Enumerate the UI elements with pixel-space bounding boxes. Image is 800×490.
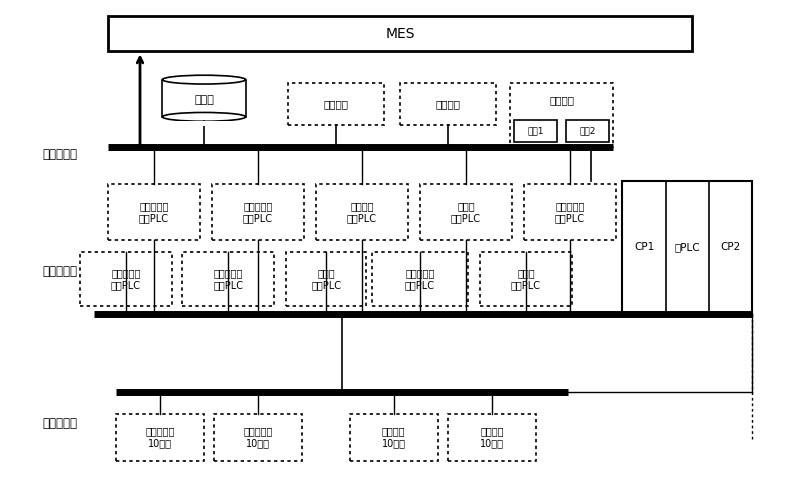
Bar xyxy=(524,184,616,240)
Text: 甘柚子
系统PLC: 甘柚子 系统PLC xyxy=(451,201,481,223)
Bar xyxy=(80,252,172,306)
Bar xyxy=(116,414,204,461)
Bar xyxy=(212,184,304,240)
Text: 嘴丝机子
系统PLC: 嘴丝机子 系统PLC xyxy=(347,201,377,223)
Text: 中控系统: 中控系统 xyxy=(549,95,574,105)
Bar xyxy=(350,414,438,461)
Bar xyxy=(182,252,274,306)
Bar xyxy=(108,184,200,240)
Bar xyxy=(480,252,572,306)
Text: 管理信息层: 管理信息层 xyxy=(42,148,78,161)
Text: 主PLC: 主PLC xyxy=(674,243,700,252)
Bar xyxy=(400,83,496,125)
Bar xyxy=(162,79,246,117)
Text: MES: MES xyxy=(386,27,414,41)
Bar xyxy=(622,181,752,314)
Ellipse shape xyxy=(162,75,246,84)
Text: 裹封烟机子
系统PLC: 裹封烟机子 系统PLC xyxy=(555,201,585,223)
Bar xyxy=(288,83,384,125)
Text: 制冷子
系统PLC: 制冷子 系统PLC xyxy=(511,269,541,290)
Text: 零接包机台
10信号: 零接包机台 10信号 xyxy=(244,426,273,448)
Bar xyxy=(214,414,302,461)
Text: 空胃子
系统PLC: 空胃子 系统PLC xyxy=(311,269,342,290)
Bar xyxy=(372,252,468,306)
Text: CP2: CP2 xyxy=(720,243,741,252)
Text: 信号传输层: 信号传输层 xyxy=(42,417,78,430)
Bar xyxy=(420,184,512,240)
Text: CP1: CP1 xyxy=(634,243,654,252)
Text: 成型机台
10信号: 成型机台 10信号 xyxy=(382,426,406,448)
Bar xyxy=(286,252,366,306)
Text: 数采终端: 数采终端 xyxy=(435,99,461,109)
Bar xyxy=(514,120,558,142)
Text: 烟丝出柜子
系统PLC: 烟丝出柜子 系统PLC xyxy=(405,269,435,290)
Text: 数据库: 数据库 xyxy=(194,96,214,105)
Text: 网卡2: 网卡2 xyxy=(579,126,595,135)
Bar xyxy=(108,16,692,51)
Text: 数采终端: 数采终端 xyxy=(323,99,349,109)
Bar xyxy=(510,83,613,147)
Text: 零接包机台
10信号: 零接包机台 10信号 xyxy=(146,426,174,448)
Text: 风送除尘子
系统PLC: 风送除尘子 系统PLC xyxy=(111,269,141,290)
Text: 成型机台
10信号: 成型机台 10信号 xyxy=(480,426,504,448)
Text: 品牌切换子
系统PLC: 品牌切换子 系统PLC xyxy=(214,269,243,290)
Text: 条烟输送子
系统PLC: 条烟输送子 系统PLC xyxy=(243,201,273,223)
Bar xyxy=(316,184,408,240)
Text: 控制逻辑层: 控制逻辑层 xyxy=(42,266,78,278)
Text: 滤棒交换子
系统PLC: 滤棒交换子 系统PLC xyxy=(139,201,169,223)
Bar xyxy=(161,121,247,125)
Bar xyxy=(448,414,536,461)
Bar xyxy=(566,120,609,142)
Text: 网卡1: 网卡1 xyxy=(528,126,544,135)
Ellipse shape xyxy=(162,112,246,122)
